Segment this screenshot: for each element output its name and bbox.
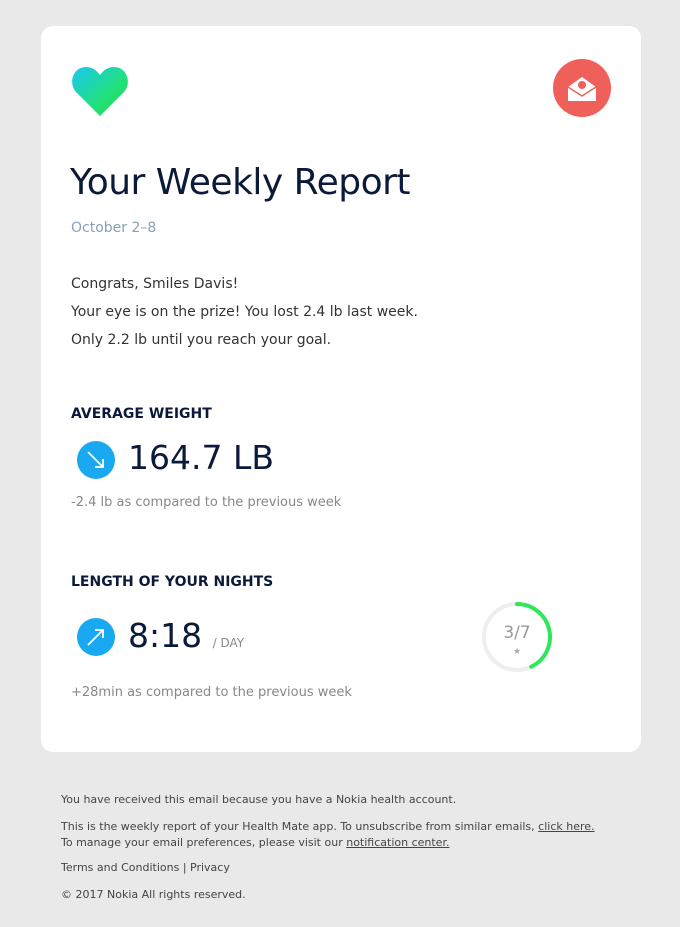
- goal-label: 3/7: [503, 623, 530, 643]
- comparison: -2.4 lb as compared to the previous week: [71, 495, 342, 510]
- envelope-icon: [553, 59, 611, 117]
- greeting-line: Your eye is on the prize! You lost 2.4 l…: [71, 304, 418, 320]
- comparison: +28min as compared to the previous week: [71, 685, 352, 700]
- separator: |: [182, 861, 187, 874]
- footer-preferences: To manage your email preferences, please…: [61, 836, 449, 849]
- nights-value: 8:18 / DAY: [128, 616, 244, 655]
- trend-up-icon: [77, 618, 115, 656]
- preferences-link[interactable]: notification center.: [346, 836, 450, 849]
- goal-star: ★: [513, 647, 521, 657]
- weight-value: 164.7 LB: [128, 438, 274, 477]
- goal-ring: 3/7 ★: [482, 602, 552, 672]
- footer-notice: You have received this email because you…: [61, 793, 457, 806]
- trend-down-icon: [77, 441, 115, 479]
- date-range: October 2–8: [71, 220, 157, 236]
- section-title: AVERAGE WEIGHT: [71, 406, 212, 422]
- nights-value-text: 8:18: [128, 616, 203, 655]
- text: This is the weekly report of your Health…: [61, 820, 539, 833]
- footer-unsubscribe: This is the weekly report of your Health…: [61, 820, 595, 833]
- unsubscribe-link[interactable]: click here.: [538, 820, 595, 833]
- section-title: LENGTH OF YOUR NIGHTS: [71, 574, 274, 590]
- goal-arc: [515, 602, 552, 669]
- report-card: Your Weekly Report October 2–8 Congrats,…: [41, 26, 641, 752]
- copyright: © 2017 Nokia All rights reserved.: [61, 888, 246, 901]
- unit: / DAY: [212, 636, 245, 650]
- terms-link[interactable]: Terms and Conditions: [61, 861, 180, 874]
- greeting-line: Congrats, Smiles Davis!: [71, 276, 239, 292]
- footer-links: Terms and Conditions | Privacy: [61, 861, 230, 874]
- greeting-line: Only 2.2 lb until you reach your goal.: [71, 332, 332, 348]
- privacy-link[interactable]: Privacy: [190, 861, 230, 874]
- logo-heart: [72, 67, 128, 116]
- title: Your Weekly Report: [70, 162, 411, 203]
- text: To manage your email preferences, please…: [61, 836, 347, 849]
